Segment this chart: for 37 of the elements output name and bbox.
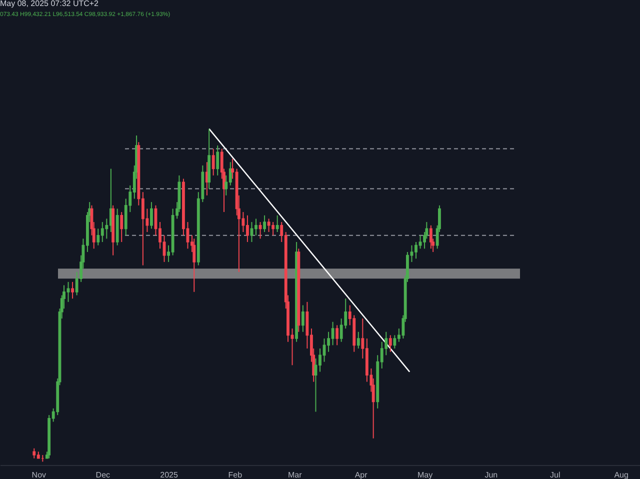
candlestick xyxy=(242,212,245,233)
candlestick xyxy=(263,214,266,233)
candlestick xyxy=(100,222,104,242)
candlestick xyxy=(336,324,339,346)
candlestick xyxy=(120,212,124,242)
candlestick xyxy=(96,228,100,246)
candlestick xyxy=(272,222,275,236)
candlestick xyxy=(32,448,36,459)
candlestick xyxy=(393,334,396,350)
candlestick xyxy=(318,348,322,372)
candlestick xyxy=(212,148,215,176)
candlestick xyxy=(254,218,258,236)
candlestick xyxy=(356,331,360,350)
x-tick-label: Nov xyxy=(32,470,46,479)
candlestick xyxy=(192,238,196,292)
x-tick-label: May xyxy=(417,470,433,479)
candlestick xyxy=(267,218,270,233)
x-tick-label: Jul xyxy=(550,470,560,479)
candlestick xyxy=(216,144,220,176)
candlestick xyxy=(150,202,153,230)
x-tick-label: Aug xyxy=(614,470,628,479)
candlestick xyxy=(429,224,432,250)
x-tick-label: Mar xyxy=(288,470,302,479)
x-tick-label: Jun xyxy=(484,470,498,479)
candlestick xyxy=(414,242,418,260)
candlestick xyxy=(276,214,279,233)
candlestick xyxy=(331,321,334,346)
x-tick-label: Feb xyxy=(228,470,243,479)
x-tick-label: 2025 xyxy=(160,470,178,479)
candlestick xyxy=(228,162,232,186)
candlestick xyxy=(301,304,304,332)
candlestick xyxy=(388,334,392,352)
x-tick-label: Apr xyxy=(354,470,368,479)
candlestick xyxy=(66,281,70,302)
candlestick xyxy=(71,281,74,300)
x-tick-label: Dec xyxy=(96,470,110,479)
chart-title: May 08, 2025 07:32 UTC+2 xyxy=(0,0,100,8)
